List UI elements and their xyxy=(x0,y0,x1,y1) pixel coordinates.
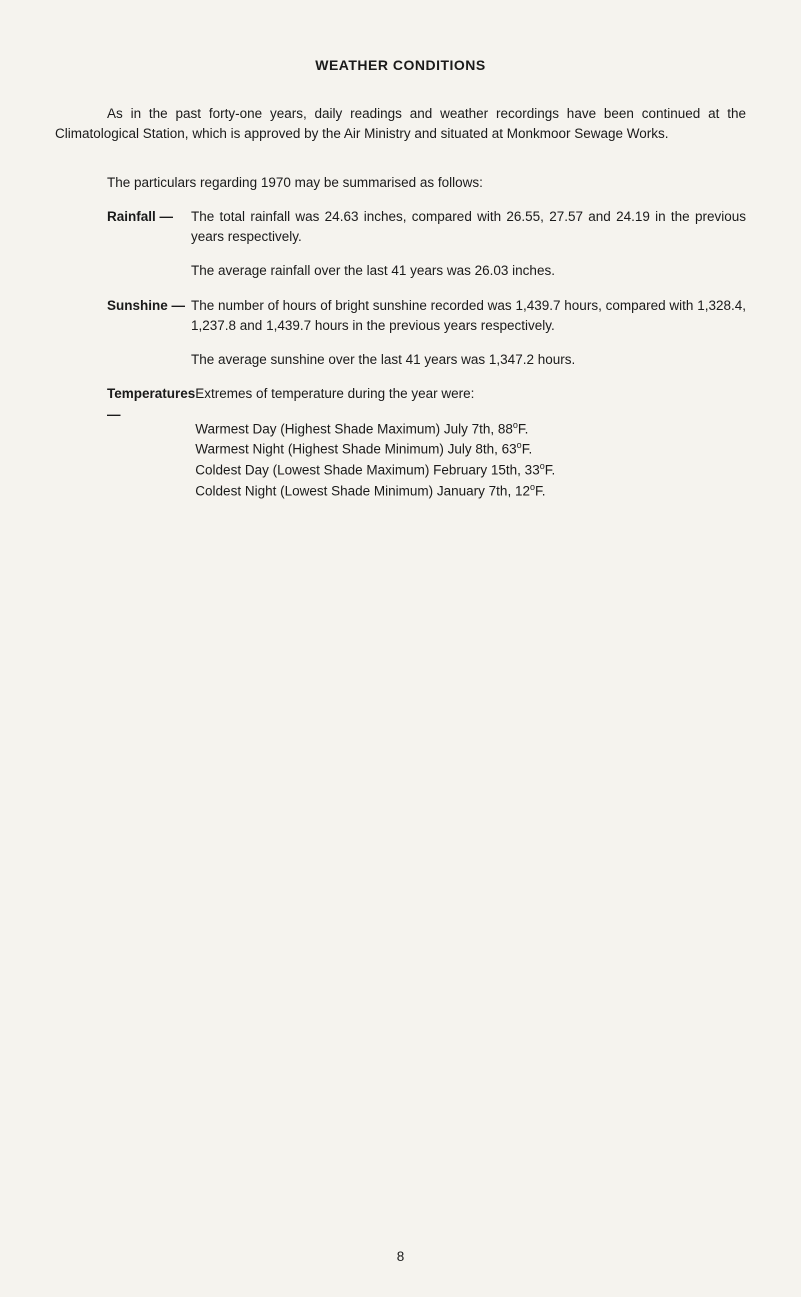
temperatures-t1: Warmest Day (Highest Shade Maximum) July… xyxy=(195,419,746,440)
summary-intro: The particulars regarding 1970 may be su… xyxy=(55,173,746,193)
rainfall-content: The total rainfall was 24.63 inches, com… xyxy=(191,207,746,282)
sunshine-section: Sunshine — The number of hours of bright… xyxy=(55,296,746,371)
temperatures-t2: Warmest Night (Highest Shade Minimum) Ju… xyxy=(195,439,746,460)
temperatures-t3: Coldest Day (Lowest Shade Maximum) Febru… xyxy=(195,460,746,481)
rainfall-section: Rainfall — The total rainfall was 24.63 … xyxy=(55,207,746,282)
temperatures-p1: Extremes of temperature during the year … xyxy=(195,384,746,404)
document-title: WEATHER CONDITIONS xyxy=(55,55,746,76)
page-number: 8 xyxy=(397,1247,405,1267)
sunshine-p2: The average sunshine over the last 41 ye… xyxy=(191,350,746,370)
temperatures-content: Extremes of temperature during the year … xyxy=(195,384,746,501)
sunshine-p1: The number of hours of bright sunshine r… xyxy=(191,296,746,337)
temperatures-section: Temperatures — Extremes of temperature d… xyxy=(55,384,746,501)
intro-paragraph: As in the past forty-one years, daily re… xyxy=(55,104,746,145)
temperatures-t4: Coldest Night (Lowest Shade Minimum) Jan… xyxy=(195,481,746,502)
sunshine-label: Sunshine — xyxy=(55,296,191,371)
rainfall-label: Rainfall — xyxy=(55,207,191,282)
rainfall-p2: The average rainfall over the last 41 ye… xyxy=(191,261,746,281)
temperatures-label: Temperatures — xyxy=(55,384,195,501)
sunshine-content: The number of hours of bright sunshine r… xyxy=(191,296,746,371)
rainfall-p1: The total rainfall was 24.63 inches, com… xyxy=(191,207,746,248)
